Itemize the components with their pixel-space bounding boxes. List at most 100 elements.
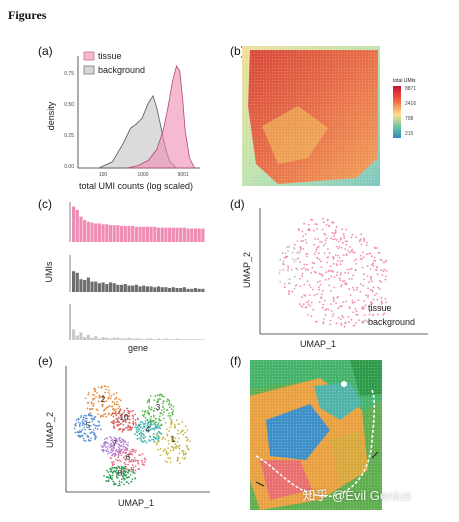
cluster-point — [113, 470, 115, 473]
point-tissue — [332, 270, 335, 273]
cluster-point — [117, 403, 120, 406]
point-tissue — [332, 262, 335, 265]
point-tissue — [324, 233, 327, 236]
cluster-point — [168, 430, 170, 432]
point-tissue — [304, 233, 307, 235]
cluster-point — [159, 448, 162, 450]
bar-background-light — [94, 336, 98, 340]
cluster-point — [143, 413, 146, 416]
bar-background-light — [197, 339, 201, 340]
point-tissue — [301, 296, 303, 299]
cluster-point — [166, 434, 169, 437]
point-tissue — [332, 313, 335, 315]
cluster-point — [94, 389, 97, 392]
cluster-point — [156, 394, 159, 396]
cluster-point — [162, 400, 165, 403]
cluster-label: 10 — [120, 413, 129, 422]
cluster-point — [114, 452, 116, 455]
bar-tissue — [75, 209, 79, 242]
bar-tissue — [120, 225, 124, 242]
cluster-point — [134, 469, 137, 472]
cluster-point — [149, 425, 152, 428]
cluster-point — [131, 464, 134, 466]
bar-background — [112, 283, 116, 292]
cluster-point — [125, 473, 128, 476]
cluster-point — [178, 452, 181, 455]
cluster-point — [156, 442, 158, 444]
point-tissue — [335, 274, 338, 277]
bar-tissue — [108, 225, 113, 242]
cluster-point — [118, 405, 121, 408]
cluster-point — [117, 407, 120, 410]
point-tissue — [378, 288, 381, 290]
bar-background — [101, 282, 105, 292]
point-tissue — [336, 271, 339, 274]
point-tissue — [382, 313, 385, 316]
cluster-point — [177, 445, 180, 448]
cluster-point — [167, 447, 169, 449]
point-tissue — [335, 231, 337, 234]
point-tissue — [308, 229, 311, 232]
cluster-point — [147, 421, 150, 423]
cluster-point — [163, 408, 166, 410]
point-tissue — [335, 302, 337, 305]
point-tissue — [371, 289, 374, 292]
point-tissue — [320, 296, 322, 298]
bar-background — [131, 285, 135, 292]
cluster-point — [116, 440, 119, 443]
cluster-point — [117, 471, 120, 474]
cluster-point — [123, 473, 125, 476]
cluster-point — [130, 459, 133, 461]
cluster-point — [174, 425, 176, 428]
point-tissue — [324, 278, 327, 281]
bar-tissue — [164, 227, 168, 242]
cluster-point — [189, 440, 191, 443]
cluster-point — [77, 421, 80, 424]
point-background — [288, 278, 291, 281]
cluster-point — [155, 434, 158, 437]
cluster-point — [102, 450, 105, 453]
cluster-point — [120, 470, 123, 472]
cluster-point — [169, 417, 171, 420]
cluster-point — [99, 416, 102, 418]
point-tissue — [300, 304, 302, 307]
point-tissue — [306, 268, 309, 271]
cluster-point — [116, 400, 119, 403]
bar-tissue — [101, 224, 105, 242]
cluster-point — [165, 428, 168, 431]
cluster-point — [118, 480, 121, 483]
point-tissue — [300, 268, 303, 270]
point-tissue — [380, 301, 383, 304]
bar-background — [83, 280, 87, 292]
cluster-point — [131, 478, 134, 481]
legend-label-background: background — [368, 317, 415, 327]
cluster-point — [112, 446, 115, 449]
point-tissue — [314, 271, 317, 274]
point-tissue — [313, 262, 316, 265]
point-tissue — [344, 321, 347, 324]
legend-dot-tissue — [361, 306, 365, 310]
bar-background-light — [134, 338, 138, 340]
point-tissue — [367, 287, 369, 290]
point-tissue — [323, 318, 325, 320]
cluster-point — [186, 446, 189, 448]
cluster-point — [106, 445, 109, 448]
point-tissue — [350, 250, 353, 252]
cluster-point — [124, 421, 127, 423]
point-tissue — [365, 294, 367, 296]
panel-label-e: (e) — [38, 354, 53, 368]
cluster-point — [117, 417, 120, 419]
bar-tissue — [149, 226, 153, 242]
cluster-point — [186, 436, 189, 439]
cluster-point — [156, 400, 159, 403]
cluster-point — [134, 422, 137, 424]
point-tissue — [316, 228, 318, 230]
point-tissue — [347, 250, 349, 252]
point-tissue — [363, 300, 365, 302]
point-tissue — [343, 235, 345, 238]
cluster-point — [110, 449, 112, 451]
cluster-point — [118, 429, 120, 431]
point-tissue — [355, 236, 358, 239]
bar-background — [97, 283, 101, 292]
spatial-umi-heatmap: total UMIs 8871 2416 708 215 — [242, 46, 416, 186]
